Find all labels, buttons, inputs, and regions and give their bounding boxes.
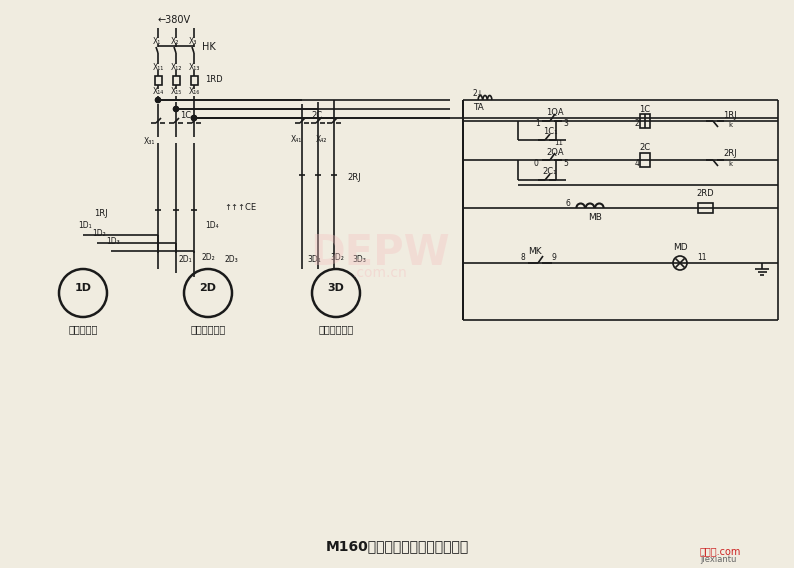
Bar [697,203,712,213]
Text: jiexiantu: jiexiantu [700,555,736,564]
Text: X₂: X₂ [171,36,179,45]
Text: 5: 5 [564,158,569,168]
Circle shape [174,107,179,111]
Text: X₁₂: X₁₂ [170,62,182,72]
Text: 0: 0 [534,158,538,168]
Text: 砂轮电动机: 砂轮电动机 [68,324,98,334]
Circle shape [191,115,196,120]
Text: 3: 3 [564,119,569,128]
Text: DEPW: DEPW [310,232,450,274]
Text: X₁: X₁ [153,36,161,45]
Text: X₁₅: X₁₅ [170,87,182,97]
Text: 1: 1 [536,119,541,128]
Text: 2C: 2C [311,111,322,119]
Text: 2QA: 2QA [546,148,564,157]
Text: 4: 4 [634,158,639,168]
Text: 1D: 1D [75,283,91,293]
Text: 1C: 1C [180,111,191,119]
Text: X₁₆: X₁₆ [188,87,199,97]
Text: k: k [728,161,732,167]
Text: 2RJ: 2RJ [723,149,737,158]
Circle shape [156,98,160,102]
Bar [640,153,650,167]
Text: 3D₁: 3D₁ [307,256,321,265]
Text: .com.cn: .com.cn [353,266,407,280]
Text: MK: MK [528,247,542,256]
Text: 2C₁: 2C₁ [543,166,557,176]
Text: 2RJ: 2RJ [347,173,360,182]
Text: 11: 11 [697,253,707,262]
Text: 1C₁: 1C₁ [543,127,557,136]
Text: 3D₂: 3D₂ [330,253,344,262]
Text: X₃₁: X₃₁ [143,137,155,147]
Text: X₃: X₃ [189,36,197,45]
Text: X₁₄: X₁₄ [152,87,164,97]
Text: 2D₁: 2D₁ [178,256,192,265]
Bar [640,114,650,128]
Circle shape [156,98,160,102]
Text: 2D₂: 2D₂ [201,253,215,262]
Text: 1D₂: 1D₂ [92,228,106,237]
Bar [155,76,161,85]
Text: 1D₄: 1D₄ [205,220,219,229]
Text: 1RJ: 1RJ [723,111,737,119]
Text: HK: HK [202,42,216,52]
Text: ←380V: ←380V [158,15,191,25]
Circle shape [191,115,196,120]
Bar [172,76,179,85]
Text: 1D₃: 1D₃ [106,236,120,245]
Text: 3D₃: 3D₃ [352,256,366,265]
Text: MD: MD [673,243,688,252]
Text: X₄₁: X₄₁ [291,136,302,144]
Text: 2: 2 [634,119,639,128]
Text: TA: TA [472,102,484,111]
Text: 2D: 2D [199,283,217,293]
Circle shape [191,115,196,120]
Circle shape [174,107,179,111]
Bar [191,76,198,85]
Text: MB: MB [588,212,602,222]
Text: 1QA: 1QA [546,108,564,118]
Text: X₄₂: X₄₂ [315,136,326,144]
Text: 工作台电动机: 工作台电动机 [318,324,353,334]
Text: M160型筒式平面磨床电气原理图: M160型筒式平面磨床电气原理图 [326,539,468,553]
Text: 接线图.com: 接线图.com [700,546,742,556]
Text: 1C: 1C [639,105,650,114]
Text: 6: 6 [565,198,570,207]
Text: 2C: 2C [639,144,650,152]
Text: 2D₃: 2D₃ [224,256,238,265]
Text: 冷却泥电动机: 冷却泥电动机 [191,324,225,334]
Text: 1RJ: 1RJ [94,208,108,218]
Text: 9: 9 [552,253,557,262]
Text: X₁₁: X₁₁ [152,62,164,72]
Text: 1RD: 1RD [205,76,222,85]
Text: X₁₃: X₁₃ [188,62,199,72]
Text: k: k [728,122,732,128]
Text: 11: 11 [554,140,564,146]
Text: 8: 8 [521,253,526,262]
Text: 1D₁: 1D₁ [78,220,92,229]
Text: 2↓: 2↓ [472,89,484,98]
Text: ↑↑↑CE: ↑↑↑CE [224,203,256,212]
Text: 3D: 3D [328,283,345,293]
Text: 2RD: 2RD [696,190,714,198]
